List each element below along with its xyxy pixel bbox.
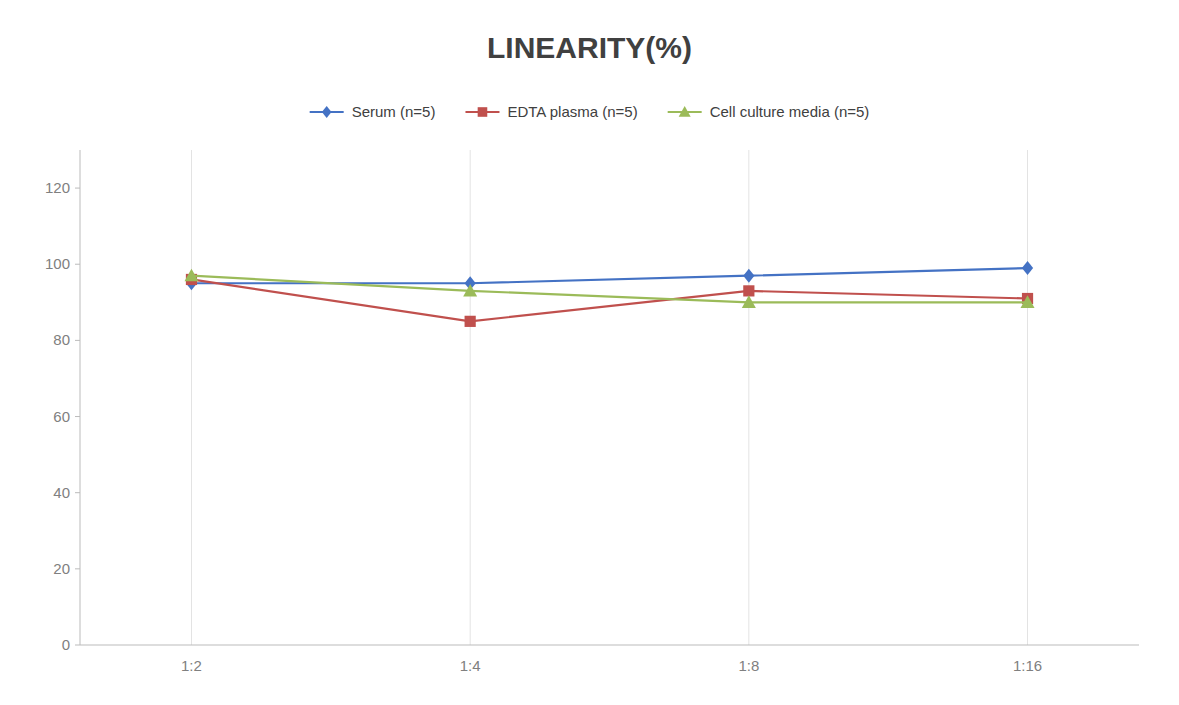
- y-axis-line: [80, 150, 81, 645]
- data-point: [465, 316, 476, 327]
- legend-label: Cell culture media (n=5): [710, 103, 870, 120]
- chart-container: LINEARITY(%) 0 20 40 60 80 100 120 1:2 1:4 1:8 1:16…: [0, 0, 1179, 705]
- series: [184, 269, 1034, 308]
- grid-line-x: [1027, 150, 1028, 645]
- y-tick: [75, 340, 80, 341]
- x-tick-label: 1:2: [181, 657, 202, 674]
- x-tick-label: 1:16: [1013, 657, 1042, 674]
- series: [186, 274, 1033, 327]
- legend-item: Serum (n=5): [310, 103, 436, 120]
- legend-swatch-marker: [478, 107, 488, 117]
- series-line: [191, 276, 1027, 303]
- y-tick-label: 0: [62, 636, 70, 653]
- y-tick-label: 60: [53, 408, 70, 425]
- legend-swatch-marker: [322, 106, 332, 118]
- y-tick-label: 80: [53, 331, 70, 348]
- x-tick-label: 1:8: [738, 657, 759, 674]
- data-point: [1022, 261, 1033, 275]
- legend-item: Cell culture media (n=5): [668, 103, 870, 120]
- legend-label: EDTA plasma (n=5): [507, 103, 637, 120]
- x-axis-line: [80, 645, 1139, 646]
- y-tick-label: 100: [45, 255, 70, 272]
- plot-area: [184, 261, 1034, 327]
- y-tick-label: 40: [53, 484, 70, 501]
- y-tick-label: 20: [53, 560, 70, 577]
- series: [186, 261, 1033, 290]
- data-point: [463, 284, 477, 297]
- y-tick: [75, 264, 80, 265]
- y-tick: [75, 492, 80, 493]
- x-tick-label: 1:4: [460, 657, 481, 674]
- chart-svg: LINEARITY(%) 0 20 40 60 80 100 120 1:2 1:4 1:8 1:16…: [0, 0, 1179, 705]
- y-tick: [75, 188, 80, 189]
- series-line: [191, 279, 1027, 321]
- legend: Serum (n=5) EDTA plasma (n=5) Cell culture…: [310, 103, 870, 120]
- y-tick: [75, 568, 80, 569]
- legend-swatch-marker: [679, 106, 691, 117]
- y-tick-label: 120: [45, 179, 70, 196]
- legend-item: EDTA plasma (n=5): [465, 103, 637, 120]
- series-line: [191, 268, 1027, 283]
- chart-title: LINEARITY(%): [487, 31, 692, 64]
- y-tick: [75, 416, 80, 417]
- axes: 0 20 40 60 80 100 120 1:2 1:4 1:8 1:16: [45, 150, 1139, 674]
- data-point: [743, 285, 754, 296]
- legend-label: Serum (n=5): [352, 103, 436, 120]
- grid: [191, 150, 1027, 645]
- data-point: [742, 295, 756, 308]
- data-point: [184, 269, 198, 282]
- data-point: [743, 269, 754, 283]
- grid-line-x: [470, 150, 471, 645]
- y-tick: [75, 645, 80, 646]
- data-point: [1021, 295, 1035, 308]
- grid-line-x: [191, 150, 192, 645]
- grid-line-x: [748, 150, 749, 645]
